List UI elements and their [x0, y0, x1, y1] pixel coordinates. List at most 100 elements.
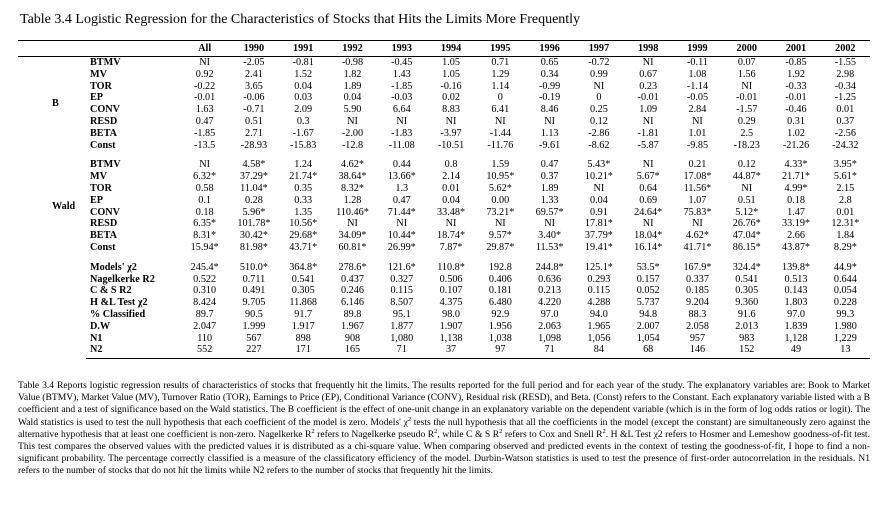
- cell: 1.907: [439, 320, 463, 332]
- cell: 2.15: [836, 182, 855, 194]
- cell: 75.83*: [683, 206, 712, 218]
- cell: 34.09*: [338, 230, 367, 242]
- cell: 17.08*: [683, 171, 712, 183]
- cell: 11.53*: [535, 241, 564, 253]
- cell: 41.71*: [683, 241, 712, 253]
- cell: 0.03: [294, 92, 313, 104]
- cell: 17.81*: [584, 218, 613, 230]
- cell: 567: [246, 332, 262, 344]
- column-header: 1991: [278, 40, 328, 57]
- cell: 10.95*: [486, 171, 515, 183]
- cell: -3.97: [440, 127, 462, 139]
- cell: 92.9: [491, 308, 510, 320]
- cell: 11.04*: [240, 182, 268, 194]
- cell: 0.34: [540, 68, 559, 80]
- row-label: BTMV: [90, 159, 121, 171]
- cell: 9.204: [685, 297, 709, 309]
- cell: 12.31*: [831, 218, 860, 230]
- cell: -0.99: [538, 80, 561, 92]
- row-label: TOR: [90, 80, 112, 92]
- cell: 0.01: [836, 104, 855, 116]
- cell: 11.56*: [683, 182, 712, 194]
- cell: NI: [347, 115, 358, 127]
- table-row: Nagelkerke R2 0.522 0.711 0.541 0.437 0.327 0.…: [18, 274, 870, 286]
- cell: 0.91: [589, 206, 608, 218]
- cell: 0.01: [442, 182, 460, 194]
- cell: 1.52: [294, 68, 313, 80]
- cell: 0.44: [392, 159, 411, 171]
- cell: 364.8*: [289, 261, 318, 273]
- cell: 1,098: [538, 332, 562, 344]
- cell: -0.46: [785, 104, 807, 116]
- cell: NI: [544, 218, 555, 230]
- cell: -2.00: [341, 127, 364, 139]
- table-row: MV 0.92 2.41 1.52 1.82 1.43 1.05 1.29 0.34 0.99 0.…: [18, 69, 870, 81]
- cell: 44.87*: [732, 171, 761, 183]
- cell: 10.56*: [289, 218, 318, 230]
- table-row: BETA -1.85 2.71 -1.67 -2.00 -1.83 -3.97 -1.44 1.…: [18, 128, 870, 140]
- cell: 29.87*: [486, 241, 515, 253]
- cell: 1,056: [587, 332, 611, 344]
- cell: 0.37: [540, 171, 559, 183]
- cell: 11.868: [289, 297, 318, 309]
- cell: 0.01: [836, 206, 855, 218]
- cell: -0.16: [440, 80, 462, 92]
- table-row: EP -0.01 -0.06 0.03 0.04 -0.03 0.02 0 -0.19 0 -0.0…: [18, 92, 870, 104]
- cell: 139.8*: [782, 261, 811, 273]
- row-label: Models' χ2: [90, 261, 137, 273]
- column-header: 1997: [574, 40, 624, 57]
- cell: -11.08: [388, 139, 415, 151]
- cell: 5.67*: [636, 171, 660, 183]
- cell: 18.74*: [437, 230, 466, 242]
- cell: -0.81: [292, 57, 314, 68]
- cell: 0.636: [538, 273, 562, 285]
- note-text: . H &L Test χ2 refers to Hosmer and Leme…: [18, 428, 870, 477]
- cell: -0.06: [243, 92, 265, 104]
- table-row: N1 110 567 898 908 1,080 1,138 1,038 1,098 1,056 1…: [18, 333, 870, 345]
- cell: 0.711: [242, 273, 266, 285]
- cell: -0.71: [243, 104, 265, 116]
- table-row: H &L Test χ2 8.424 9.705 11.868 6.146 8.507 4.…: [18, 297, 870, 309]
- cell: -18.23: [733, 139, 760, 151]
- cell: 43.87*: [782, 241, 811, 253]
- cell: 1.967: [341, 320, 364, 332]
- column-header: 1994: [426, 40, 476, 57]
- note-text: , while C & S R: [437, 428, 500, 440]
- cell: 0.246: [341, 285, 364, 297]
- cell: 0.47: [195, 115, 214, 127]
- table-title: Table 3.4 Logistic Regression for the Ch…: [20, 12, 581, 27]
- table-row: RESD 0.47 0.51 0.3 NI NI NI NI NI 0.12 NI NI 0.29 0.3…: [18, 116, 870, 128]
- column-header: 1995: [475, 40, 525, 57]
- cell: 6.35*: [193, 218, 217, 230]
- cell: 4.375: [439, 297, 463, 309]
- superscript: 2: [602, 427, 606, 435]
- cell: 0.31: [787, 115, 805, 127]
- cell: 49: [771, 344, 821, 360]
- cell: 146: [672, 344, 723, 360]
- cell: 21.74*: [289, 171, 318, 183]
- cell: 5.62*: [488, 182, 512, 194]
- table-row: TOR -0.22 3.65 0.04 1.89 -1.85 -0.16 1.14 -0.99 N…: [18, 81, 870, 93]
- cell: 26.99*: [387, 241, 416, 253]
- cell: 1.63: [195, 104, 214, 116]
- cell: 89.7: [195, 308, 214, 320]
- cell: 0.07: [737, 57, 756, 68]
- cell: -0.19: [538, 92, 561, 104]
- row-label: BETA: [90, 230, 117, 242]
- cell: 0.25: [589, 104, 608, 116]
- cell: -1.81: [637, 127, 659, 139]
- cell: NI: [199, 57, 211, 68]
- group-label: Wald: [52, 200, 76, 212]
- cell: 2.013: [735, 320, 759, 332]
- cell: 5.61*: [833, 171, 857, 183]
- cell: 0.04: [294, 80, 313, 92]
- superscript: 2: [499, 427, 503, 435]
- cell: -0.98: [341, 57, 364, 68]
- cell: 0.054: [833, 285, 857, 297]
- cell: 0: [596, 92, 602, 104]
- cell: -0.22: [194, 80, 216, 92]
- cell: 0.35: [294, 182, 313, 194]
- cell: 4.58*: [242, 159, 266, 171]
- cell: -0.72: [588, 57, 610, 68]
